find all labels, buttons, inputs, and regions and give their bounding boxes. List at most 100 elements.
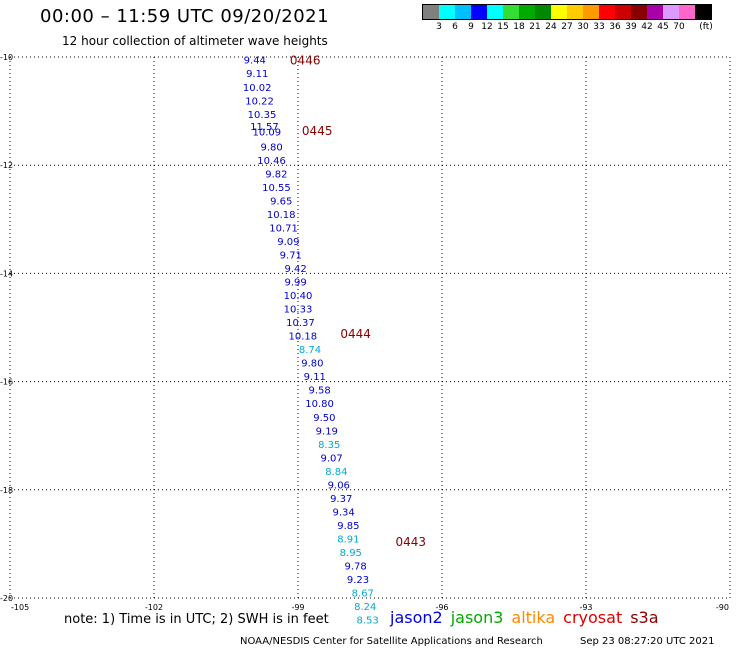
wave-height-value: 10.33	[284, 305, 313, 316]
lat-tick-label: -12	[0, 161, 13, 170]
color-legend: 3 6 9 12 15 18 21 24 27 30 33 36 39 42 45 70 (ft)	[422, 4, 713, 34]
wave-height-value: 10.55	[262, 183, 291, 194]
legend-swatch	[439, 5, 455, 19]
wave-height-value: 9.37	[330, 494, 352, 505]
wave-height-value: 9.78	[344, 562, 366, 573]
lat-tick-label: -14	[0, 269, 13, 278]
satellite-s3a: s3a	[630, 608, 659, 627]
wave-height-value: 9.34	[332, 507, 354, 518]
wave-height-value: 10.02	[243, 83, 272, 94]
satellite-legend: jason2 jason3 altika cryosat s3a	[390, 608, 667, 627]
legend-label: 15	[497, 22, 509, 32]
wave-height-value: 10.22	[245, 96, 274, 107]
lat-tick-label: -10	[0, 53, 13, 62]
pass-time-label: 0444	[340, 327, 371, 341]
legend-swatch	[615, 5, 631, 19]
wave-height-value: 8.95	[340, 548, 362, 559]
lat-tick-label: -20	[0, 594, 13, 603]
wave-height-value: 9.50	[313, 413, 335, 424]
wave-height-value: 9.82	[265, 169, 287, 180]
legend-label: 9	[468, 22, 474, 32]
wave-height-value: 8.91	[337, 534, 359, 545]
legend-label: 18	[513, 22, 525, 32]
page-subtitle: 12 hour collection of altimeter wave hei…	[62, 34, 328, 48]
pass-time-label: 0446	[290, 54, 321, 68]
legend-swatch	[679, 5, 695, 19]
legend-unit: (ft)	[699, 22, 713, 32]
wave-height-value: 9.99	[284, 278, 306, 289]
wave-height-value: 10.18	[267, 210, 296, 221]
lon-tick-label: -99	[291, 603, 304, 612]
wave-height-value: 10.40	[284, 291, 313, 302]
lon-tick-label: -90	[716, 603, 729, 612]
wave-height-value: 8.35	[318, 440, 340, 451]
legend-swatch	[567, 5, 583, 19]
legend-swatch	[599, 5, 615, 19]
legend-swatch	[535, 5, 551, 19]
legend-label: 24	[545, 22, 557, 32]
wave-height-value: 10.80	[305, 399, 334, 410]
lat-tick-label: -18	[0, 486, 13, 495]
wave-height-value: 9.65	[270, 196, 292, 207]
legend-swatch	[663, 5, 679, 19]
legend-swatch	[423, 5, 439, 19]
wave-height-value: 8.84	[325, 467, 347, 478]
lon-tick-label: -96	[435, 603, 448, 612]
wave-height-value: 8.74	[299, 345, 321, 356]
legend-swatch	[647, 5, 663, 19]
legend-swatches	[422, 4, 712, 20]
legend-swatch	[583, 5, 599, 19]
credit-text: NOAA/NESDIS Center for Satellite Applica…	[240, 636, 543, 647]
legend-label: 27	[561, 22, 573, 32]
wave-height-value: 9.11	[246, 69, 268, 80]
lon-tick-label: -105	[11, 603, 29, 612]
wave-height-value: 8.24	[354, 602, 376, 613]
legend-swatch	[487, 5, 503, 19]
legend-swatch	[455, 5, 471, 19]
pass-time-label: 0443	[396, 535, 427, 549]
wave-height-value: 9.80	[260, 142, 282, 153]
footer-note: note: 1) Time is in UTC; 2) SWH is in fe…	[64, 612, 329, 627]
wave-height-value: 9.06	[328, 480, 350, 491]
wave-height-value: 9.11	[304, 372, 326, 383]
legend-label: 3	[436, 22, 442, 32]
wave-height-value: 9.42	[284, 264, 306, 275]
wave-height-value: 9.71	[280, 250, 302, 261]
legend-label: 45	[657, 22, 669, 32]
wave-height-value: 8.67	[352, 589, 374, 600]
lon-tick-label: -102	[145, 603, 163, 612]
satellite-jason2: jason2	[390, 608, 443, 627]
wave-height-value: 9.80	[301, 359, 323, 370]
legend-swatch	[519, 5, 535, 19]
legend-swatch	[631, 5, 647, 19]
generation-timestamp: Sep 23 08:27:20 UTC 2021	[580, 636, 715, 647]
legend-label: 12	[481, 22, 493, 32]
wave-height-value: 9.85	[337, 521, 359, 532]
satellite-cryosat: cryosat	[563, 608, 623, 627]
legend-labels: 3 6 9 12 15 18 21 24 27 30 33 36 39 42 45 70 (ft)	[422, 20, 713, 34]
legend-label: 21	[529, 22, 541, 32]
satellite-jason3: jason3	[450, 608, 504, 627]
legend-swatch	[695, 5, 711, 19]
wave-height-value: 9.19	[316, 426, 338, 437]
wave-height-value: 9.58	[308, 386, 330, 397]
wave-height-value: 9.44	[244, 56, 266, 67]
page-title: 00:00 – 11:59 UTC 09/20/2021	[40, 6, 330, 27]
lat-tick-label: -16	[0, 378, 13, 387]
wave-height-value: 9.07	[320, 453, 342, 464]
legend-label: 70	[673, 22, 685, 32]
wave-height-value: 10.37	[286, 318, 315, 329]
legend-swatch	[551, 5, 567, 19]
wave-height-value: 10.46	[257, 156, 286, 167]
wave-height-value: 10.71	[269, 223, 298, 234]
legend-label: 33	[593, 22, 605, 32]
wave-height-value: 9.23	[347, 575, 369, 586]
legend-label: 42	[641, 22, 653, 32]
wave-height-value: 9.09	[277, 237, 299, 248]
legend-label: 36	[609, 22, 621, 32]
wave-height-value: 8.53	[356, 616, 378, 627]
wave-height-value: 11.57	[250, 122, 279, 133]
legend-label: 39	[625, 22, 637, 32]
pass-time-label: 0445	[302, 124, 333, 138]
